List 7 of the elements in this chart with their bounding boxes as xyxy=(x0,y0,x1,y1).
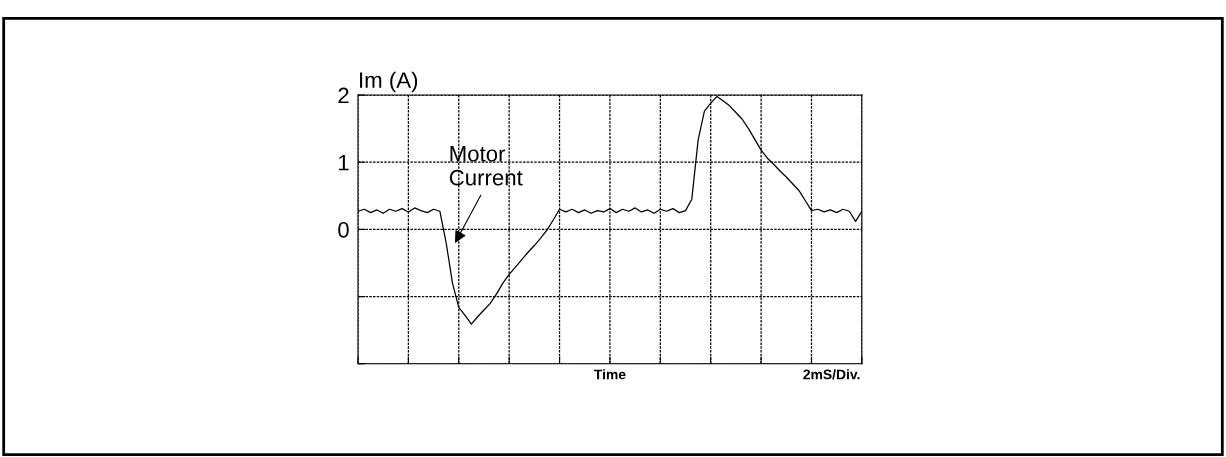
text: 2mS/Div. xyxy=(803,369,860,380)
y-tick-label: 0 xyxy=(338,221,349,238)
y-tick-label: 1 xyxy=(339,155,349,171)
y-axis-title: Im (A) xyxy=(360,71,418,93)
x-axis-title: Time xyxy=(594,369,626,380)
annotation: Motor Current xyxy=(449,146,523,186)
y-tick-label: 2 xyxy=(338,87,349,104)
